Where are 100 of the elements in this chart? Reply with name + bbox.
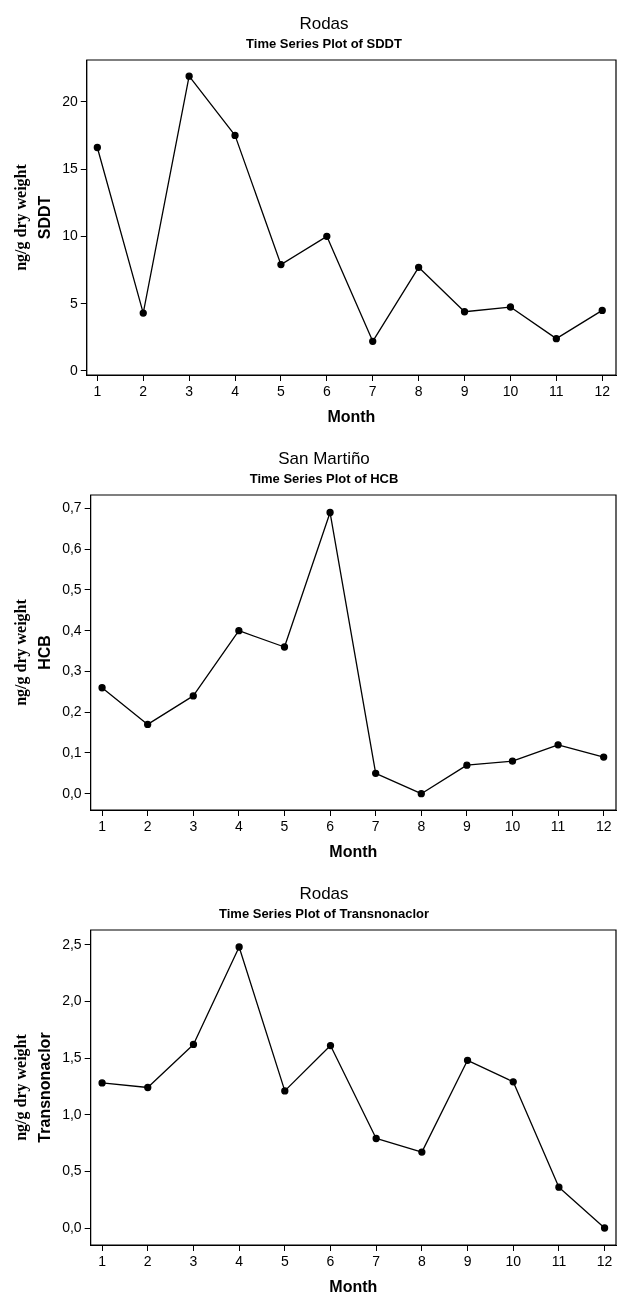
x-tick-label: 12 <box>596 1253 613 1270</box>
point <box>600 753 608 761</box>
x-tick-label: 1 <box>98 1253 107 1270</box>
chart-subtitle: Time Series Plot of SDDT <box>246 35 402 51</box>
x-tick-label: 12 <box>595 818 612 835</box>
point <box>185 72 193 80</box>
x-tick-label: 10 <box>504 818 521 835</box>
y-tick-label: 0,5 <box>62 580 82 597</box>
y-tick-label: 0,0 <box>62 1218 82 1235</box>
chart-subtitle: Time Series Plot of HCB <box>249 470 399 486</box>
point <box>235 943 243 951</box>
point <box>372 769 380 777</box>
x-tick-label: 5 <box>277 383 286 400</box>
x-tick-label: 8 <box>417 818 426 835</box>
y-tick-label: 15 <box>62 159 78 176</box>
x-tick-label: 4 <box>231 383 240 400</box>
point <box>508 757 517 765</box>
point <box>598 306 606 315</box>
x-tick-label: 6 <box>322 383 331 400</box>
point <box>417 790 425 798</box>
y-axis-title: HCB <box>36 635 54 670</box>
x-tick-label: 3 <box>189 818 198 835</box>
point <box>144 1083 152 1092</box>
x-tick-label: 4 <box>235 1253 244 1270</box>
point <box>600 1224 609 1232</box>
point <box>93 143 101 152</box>
x-tick-label: 3 <box>189 1253 198 1270</box>
y-tick-label: 0,6 <box>62 540 82 557</box>
point <box>280 643 289 651</box>
point <box>323 232 331 240</box>
point <box>189 1040 198 1049</box>
point <box>139 309 147 317</box>
point <box>509 1078 517 1086</box>
y-tick-label: 0,5 <box>62 1162 82 1179</box>
point <box>235 627 243 635</box>
y-tick-label: 1,5 <box>62 1048 82 1065</box>
x-tick-label: 10 <box>502 383 519 400</box>
x-tick-label: 9 <box>463 1253 472 1270</box>
point <box>231 131 239 140</box>
point <box>555 1183 563 1191</box>
x-tick-label: 8 <box>417 1253 426 1270</box>
y-tick-label: 10 <box>62 227 78 244</box>
x-tick-label: 11 <box>551 1253 567 1270</box>
point <box>369 337 377 345</box>
point <box>98 684 106 692</box>
y-tick-label: 0 <box>69 361 78 378</box>
x-tick-label: 11 <box>549 383 564 400</box>
y-tick-label: 20 <box>62 92 78 109</box>
point <box>98 1079 106 1087</box>
point <box>326 1041 335 1050</box>
chart-title: Rodas <box>299 883 349 903</box>
x-tick-label: 9 <box>462 818 471 835</box>
y-tick-label: 2,0 <box>62 992 82 1009</box>
point <box>277 260 285 269</box>
x-tick-label: 7 <box>371 818 380 835</box>
x-axis-title: Month <box>329 842 378 860</box>
text: ng/g dry weight <box>12 163 31 271</box>
text: ng/g dry weight <box>12 598 31 706</box>
x-tick-label: 11 <box>550 818 566 835</box>
x-tick-label: 6 <box>326 818 335 835</box>
x-tick-label: 8 <box>414 383 423 400</box>
point <box>414 263 423 271</box>
x-axis-title: Month <box>327 407 376 425</box>
x-tick-label: 12 <box>594 383 611 400</box>
chart-subtitle: Time Series Plot of Transnonaclor <box>219 905 429 921</box>
x-tick-label: 2 <box>139 383 148 400</box>
point <box>460 308 469 316</box>
y-axis-title: SDDT <box>36 195 54 240</box>
point <box>463 761 471 769</box>
point <box>281 1087 289 1095</box>
y-axis-title: Transnonaclor <box>36 1032 54 1143</box>
x-tick-label: 2 <box>143 1253 152 1270</box>
x-tick-label: 6 <box>326 1253 335 1270</box>
point <box>506 303 515 311</box>
point <box>144 720 152 729</box>
x-tick-label: 7 <box>368 383 377 400</box>
y-tick-label: 1,0 <box>62 1105 82 1122</box>
x-tick-label: 2 <box>143 818 152 835</box>
x-tick-label: 5 <box>280 818 289 835</box>
x-tick-label: 9 <box>460 383 469 400</box>
y-tick-label: 0,2 <box>62 703 82 720</box>
point <box>554 741 562 749</box>
x-tick-label: 5 <box>280 1253 289 1270</box>
x-tick-label: 4 <box>234 818 243 835</box>
y-tick-label: 2,5 <box>62 935 82 952</box>
text: ng/g dry weight <box>12 1033 31 1141</box>
chart-title: San Martiño <box>278 448 370 468</box>
x-tick-label: 1 <box>93 383 102 400</box>
x-tick-label: 10 <box>505 1253 522 1270</box>
point <box>552 335 560 343</box>
y-tick-label: 0,1 <box>62 743 82 760</box>
point <box>463 1056 472 1064</box>
x-tick-label: 7 <box>372 1253 381 1270</box>
y-tick-label: 0,7 <box>62 499 82 516</box>
chart-title: Rodas <box>299 13 349 33</box>
point <box>418 1148 426 1156</box>
x-tick-label: 1 <box>98 818 107 835</box>
x-tick-label: 3 <box>185 383 194 400</box>
x-axis-title: Month <box>329 1277 378 1295</box>
point <box>326 508 334 517</box>
